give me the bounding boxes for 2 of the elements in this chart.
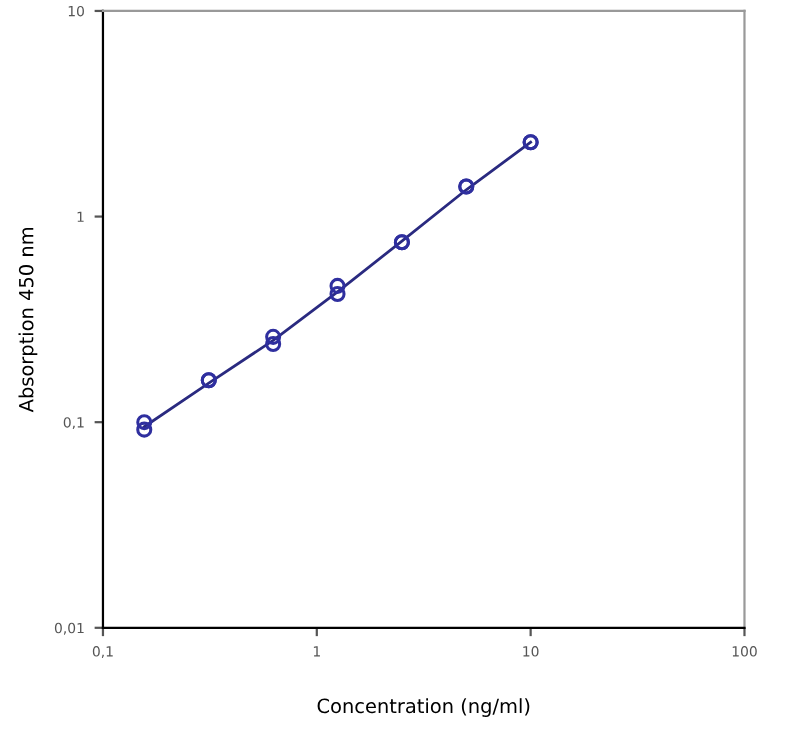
y-axis-title: Absorption 450 nm <box>18 228 38 413</box>
x-axis-title: Concentration (ng/ml) <box>317 698 530 717</box>
